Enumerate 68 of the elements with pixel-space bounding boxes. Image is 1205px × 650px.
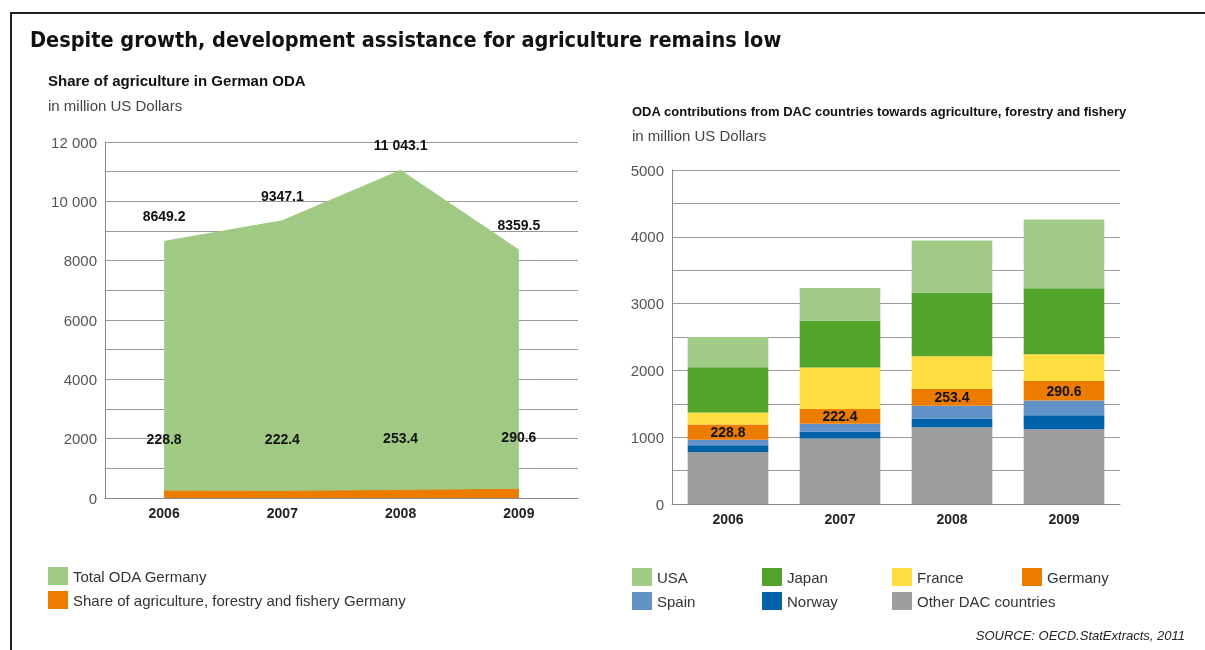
y-tick-label: 3000	[630, 295, 664, 313]
text: Despite growth, development assistance for agriculture remains low	[30, 27, 782, 52]
data-label: 290.6	[501, 429, 537, 446]
y-tick-label: 2000	[630, 361, 664, 379]
chart-subtitle: in million US Dollars	[632, 127, 767, 144]
y-tick-label: 12 000	[51, 133, 97, 151]
data-label: 228.8	[710, 424, 746, 441]
y-tick-label: 10 000	[51, 192, 97, 210]
x-tick-label: 2006	[712, 511, 744, 527]
legend-label: Other DAC countries	[917, 592, 1056, 610]
y-tick-label: 8000	[63, 252, 97, 270]
bar	[1023, 400, 1105, 416]
bar	[799, 288, 881, 321]
data-label: 8649.2	[142, 208, 186, 225]
bar	[687, 412, 769, 425]
source-note: SOURCE: OECD.StatExtracts, 2011	[975, 628, 1185, 643]
chart-subtitle: in million US Dollars	[48, 97, 183, 114]
x-tick-label: 2008	[936, 511, 968, 527]
bar	[799, 367, 881, 409]
data-label: 290.6	[1046, 382, 1082, 399]
bar	[1023, 288, 1105, 355]
legend-label: Share of agriculture, forestry and fishery Germany	[73, 591, 407, 609]
y-tick-label: 6000	[63, 311, 97, 329]
y-tick-label: 1000	[630, 428, 664, 446]
legend-label: Spain	[657, 592, 696, 610]
bar	[911, 240, 993, 293]
bar	[1023, 415, 1105, 430]
x-tick-label: 2009	[1048, 511, 1080, 527]
bar	[911, 356, 993, 389]
bar	[687, 367, 769, 413]
data-label: 222.4	[822, 408, 858, 425]
bar	[687, 439, 769, 446]
legend-label: USA	[657, 568, 688, 586]
y-tick-label: 5000	[630, 161, 664, 179]
x-tick-label: 2009	[503, 505, 535, 521]
bar	[799, 320, 881, 368]
bar	[1023, 354, 1105, 382]
x-tick-label: 2006	[148, 505, 180, 521]
data-label: 9347.1	[260, 187, 304, 204]
bar	[799, 423, 881, 432]
y-tick-label: 0	[655, 495, 664, 513]
bar	[799, 431, 881, 439]
legend-label: Total ODA Germany	[73, 567, 207, 585]
legend-label: Japan	[787, 568, 828, 586]
data-label: 253.4	[383, 430, 419, 447]
chart-title: ODA contributions from DAC countries towards agriculture, forestry and fishery	[632, 104, 1128, 119]
bar	[911, 292, 993, 357]
legend-label: Norway	[787, 592, 839, 610]
legend-label: France	[917, 568, 964, 586]
chart-title: Share of agriculture in German ODA	[48, 72, 306, 89]
y-tick-label: 4000	[63, 370, 97, 388]
x-tick-label: 2007	[824, 511, 856, 527]
y-tick-label: 2000	[63, 430, 97, 448]
legend-label: Germany	[1047, 568, 1110, 586]
data-label: 228.8	[146, 431, 182, 448]
data-label: 8359.5	[497, 217, 541, 233]
bar	[911, 418, 993, 428]
y-tick-label: 4000	[630, 228, 664, 246]
x-tick-label: 2007	[266, 505, 299, 521]
bar	[687, 445, 769, 452]
data-label: 222.4	[264, 431, 301, 448]
data-label: 253.4	[934, 389, 970, 406]
y-tick-label: 0	[88, 489, 97, 507]
bar	[911, 405, 993, 419]
data-label: 11 043.1	[373, 137, 428, 154]
x-tick-label: 2008	[385, 505, 417, 521]
bar	[1023, 219, 1105, 289]
bar	[687, 337, 769, 368]
